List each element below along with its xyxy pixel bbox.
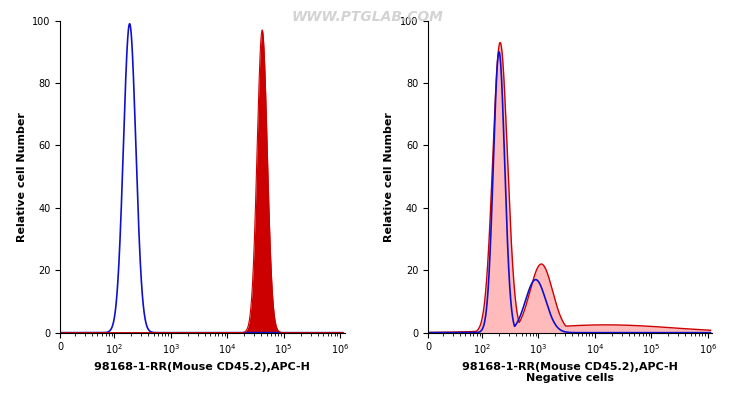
X-axis label: 98168-1-RR(Mouse CD45.2),APC-H
Negative cells: 98168-1-RR(Mouse CD45.2),APC-H Negative … <box>462 362 678 383</box>
Y-axis label: Relative cell Number: Relative cell Number <box>17 112 26 242</box>
X-axis label: 98168-1-RR(Mouse CD45.2),APC-H: 98168-1-RR(Mouse CD45.2),APC-H <box>95 362 310 372</box>
Y-axis label: Relative cell Number: Relative cell Number <box>385 112 394 242</box>
Text: WWW.PTGLAB.COM: WWW.PTGLAB.COM <box>291 10 443 24</box>
